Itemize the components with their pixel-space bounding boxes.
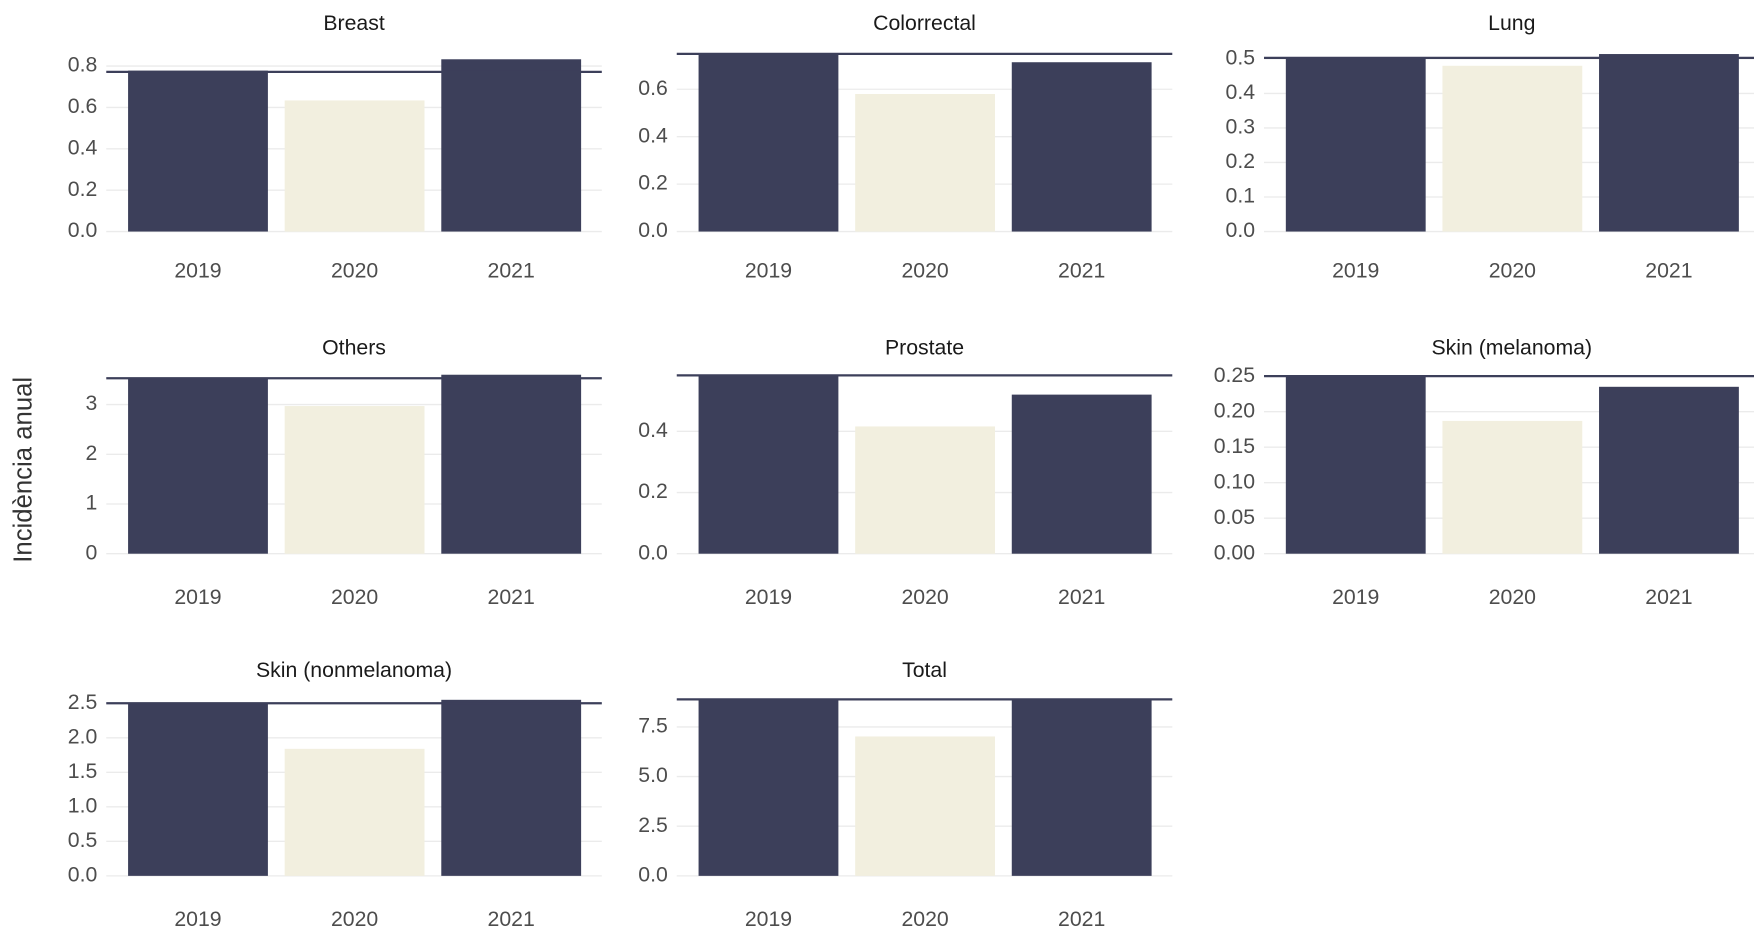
bar <box>1442 65 1583 232</box>
bar <box>855 94 995 232</box>
y-tick-label: 2.0 <box>68 724 98 748</box>
x-tick-label: 2020 <box>331 907 378 931</box>
y-tick-label: 0.05 <box>1214 505 1255 529</box>
y-tick-label: 0.4 <box>638 418 668 442</box>
y-tick-label: 0.2 <box>638 171 668 195</box>
y-tick-label: 2.5 <box>638 813 668 837</box>
bar <box>128 703 268 876</box>
bar <box>441 699 582 876</box>
panel-title: Colorrectal <box>873 11 976 35</box>
bar <box>441 59 582 232</box>
y-tick-label: 5.0 <box>638 763 668 787</box>
bar <box>284 100 425 232</box>
y-tick-label: 1.0 <box>68 793 98 817</box>
x-tick-label: 2019 <box>174 258 221 282</box>
bar <box>441 374 582 554</box>
x-tick-label: 2021 <box>488 258 535 282</box>
bar <box>128 70 268 232</box>
x-tick-label: 2019 <box>745 907 792 931</box>
bar <box>1011 62 1152 232</box>
x-tick-label: 2020 <box>901 258 948 282</box>
y-tick-label: 0.4 <box>68 135 98 159</box>
y-tick-label: 0.4 <box>1226 80 1256 104</box>
x-tick-label: 2019 <box>1332 258 1379 282</box>
y-tick-label: 0.8 <box>68 53 98 77</box>
bar <box>1011 699 1152 876</box>
y-tick-label: 0.2 <box>68 177 98 201</box>
x-tick-label: 2020 <box>331 258 378 282</box>
x-tick-label: 2019 <box>1332 585 1379 609</box>
x-tick-label: 2021 <box>488 907 535 931</box>
x-tick-label: 2019 <box>745 258 792 282</box>
x-tick-label: 2020 <box>1489 585 1536 609</box>
y-tick-label: 0.2 <box>638 479 668 503</box>
y-tick-label: 1 <box>85 491 97 515</box>
bar <box>128 378 268 554</box>
x-tick-label: 2021 <box>1058 258 1105 282</box>
y-tick-label: 0.20 <box>1214 398 1255 422</box>
y-tick-label: 0.3 <box>1226 115 1256 139</box>
bar <box>284 748 425 876</box>
x-tick-label: 2019 <box>174 907 221 931</box>
y-tick-label: 2.5 <box>68 690 98 714</box>
panel-title: Skin (nonmelanoma) <box>256 658 452 682</box>
panel-title: Total <box>902 658 947 682</box>
x-tick-label: 2020 <box>1489 258 1536 282</box>
y-tick-label: 0.2 <box>1226 149 1256 173</box>
y-tick-label: 3 <box>85 391 97 415</box>
y-tick-label: 0.0 <box>1226 218 1256 242</box>
x-tick-label: 2019 <box>745 585 792 609</box>
y-tick-label: 0.1 <box>1226 184 1256 208</box>
y-axis-title: Incidència anual <box>9 377 37 563</box>
panel-title: Others <box>322 336 386 360</box>
y-tick-label: 1.5 <box>68 759 98 783</box>
y-tick-label: 0.0 <box>638 218 668 242</box>
bar <box>1599 54 1739 232</box>
x-tick-label: 2021 <box>1645 258 1692 282</box>
panel-title: Prostate <box>885 336 964 360</box>
y-tick-label: 0.00 <box>1214 540 1255 564</box>
bar <box>1285 376 1426 554</box>
bar <box>1011 394 1152 554</box>
x-tick-label: 2020 <box>901 585 948 609</box>
y-tick-label: 0.6 <box>68 94 98 118</box>
bar <box>1599 386 1739 554</box>
x-tick-label: 2021 <box>1058 907 1105 931</box>
panel-title: Skin (melanoma) <box>1431 336 1592 360</box>
y-tick-label: 0.0 <box>68 862 98 886</box>
y-tick-label: 0.6 <box>638 76 668 100</box>
y-tick-label: 0.0 <box>638 862 668 886</box>
bar <box>284 406 425 554</box>
panel-title: Breast <box>323 11 385 35</box>
x-tick-label: 2020 <box>901 907 948 931</box>
x-tick-label: 2021 <box>488 585 535 609</box>
bar <box>698 699 839 876</box>
bar <box>855 426 995 554</box>
bar <box>855 736 995 876</box>
x-tick-label: 2019 <box>174 585 221 609</box>
y-tick-label: 0.5 <box>68 828 98 852</box>
y-tick-label: 7.5 <box>638 714 668 738</box>
y-tick-label: 0 <box>85 540 97 564</box>
bar <box>1285 57 1426 232</box>
bar <box>698 53 839 232</box>
bar <box>698 375 839 554</box>
y-tick-label: 0.10 <box>1214 469 1255 493</box>
facets: Incidència anual Breast0.00.20.40.60.820… <box>9 11 1754 931</box>
x-tick-label: 2021 <box>1645 585 1692 609</box>
y-tick-label: 2 <box>85 441 97 465</box>
x-tick-label: 2021 <box>1058 585 1105 609</box>
bar <box>1442 420 1583 554</box>
y-tick-label: 0.15 <box>1214 434 1255 458</box>
y-tick-label: 0.0 <box>638 540 668 564</box>
y-tick-label: 0.4 <box>638 123 668 147</box>
panel-title: Lung <box>1488 11 1535 35</box>
y-tick-label: 0.25 <box>1214 363 1255 387</box>
x-tick-label: 2020 <box>331 585 378 609</box>
y-tick-label: 0.5 <box>1226 45 1256 69</box>
y-tick-label: 0.0 <box>68 218 98 242</box>
